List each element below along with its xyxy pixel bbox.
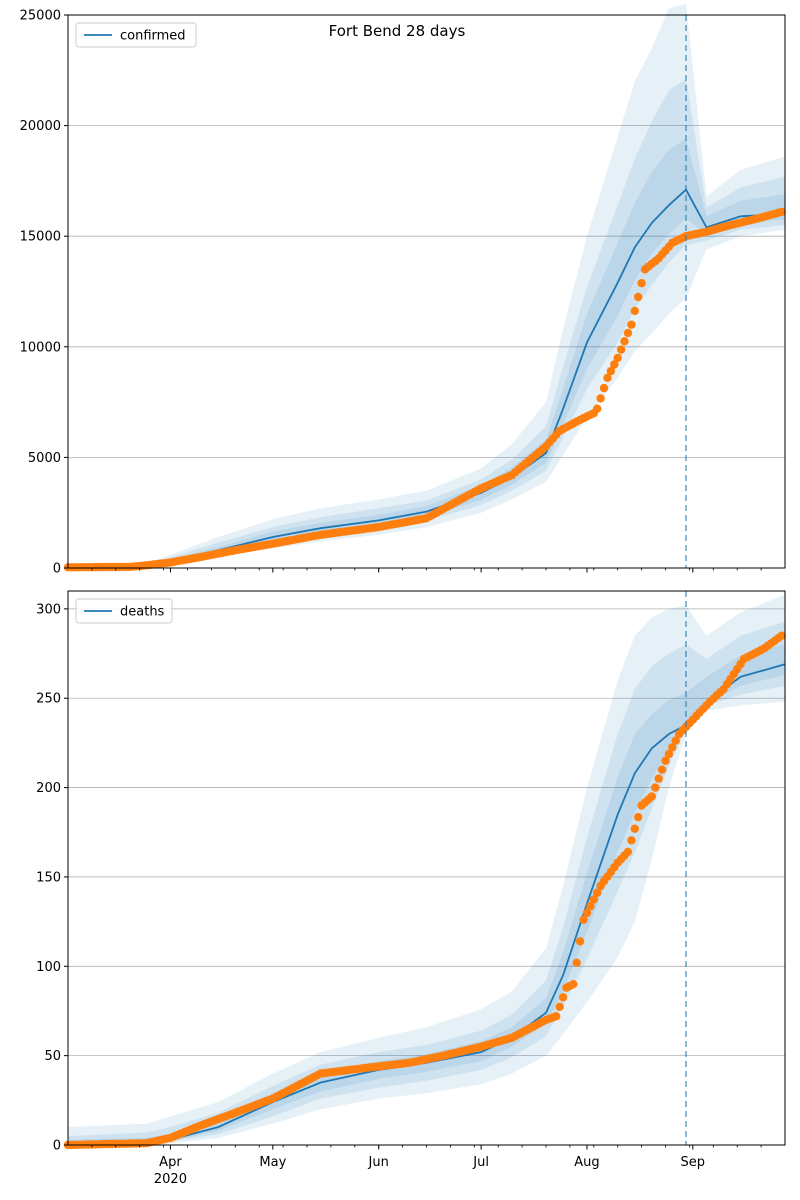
confirmed-legend-label: confirmed bbox=[120, 29, 186, 44]
confirmed-observed-point bbox=[634, 292, 643, 302]
deaths-ytick-label: 100 bbox=[36, 960, 61, 975]
deaths-observed-point bbox=[657, 765, 667, 774]
confirmed-observed-point bbox=[623, 328, 633, 338]
deaths-observed-point bbox=[661, 756, 670, 765]
deaths-ytick-label: 300 bbox=[36, 602, 61, 617]
confirmed-observed-point bbox=[630, 306, 639, 316]
xtick-sublabel: 2020 bbox=[154, 1172, 187, 1187]
xtick-label: Apr bbox=[159, 1155, 182, 1170]
deaths-uncertainty-band-2 bbox=[68, 621, 785, 1145]
deaths-observed-point bbox=[623, 847, 633, 857]
deaths-observed-point bbox=[572, 958, 581, 967]
confirmed-observed-point bbox=[599, 383, 609, 393]
figure-title: Fort Bend 28 days bbox=[329, 22, 466, 40]
deaths-observed-point bbox=[634, 812, 643, 822]
confirmed-model-line bbox=[67, 188, 786, 569]
confirmed-observed-point bbox=[777, 207, 786, 217]
deaths-observed-point bbox=[558, 993, 568, 1002]
confirmed-observed-point bbox=[613, 353, 622, 363]
deaths-observed-point bbox=[569, 980, 578, 989]
deaths-observed-point bbox=[777, 631, 786, 640]
xtick-label: Jun bbox=[368, 1155, 389, 1170]
deaths-observed-point bbox=[586, 902, 595, 911]
confirmed-observed-point bbox=[593, 404, 602, 413]
xtick-label: Sep bbox=[681, 1155, 706, 1170]
deaths-observed-point bbox=[575, 937, 585, 946]
xtick-label: May bbox=[259, 1155, 286, 1170]
confirmed-ytick-label: 10000 bbox=[20, 340, 61, 355]
confirmed-observed-point bbox=[610, 360, 619, 369]
confirmed-ytick-label: 0 bbox=[53, 562, 61, 577]
confirmed-ytick-label: 5000 bbox=[28, 451, 61, 466]
deaths-observed-point bbox=[589, 895, 598, 904]
deaths-observed-point bbox=[552, 1012, 561, 1021]
deaths-observed-point bbox=[593, 888, 602, 897]
deaths-ytick-label: 200 bbox=[36, 781, 61, 796]
confirmed-observed-point bbox=[637, 279, 646, 288]
deaths-observed-point bbox=[668, 743, 677, 752]
confirmed-observed-point bbox=[603, 373, 612, 382]
deaths-ytick-label: 150 bbox=[36, 870, 61, 885]
deaths-legend-box bbox=[75, 598, 173, 624]
confirmed-panel: 0 5000 10000 15000 20000 25000 confirmed bbox=[20, 3, 786, 577]
confirmed-ytick-label: 25000 bbox=[20, 9, 61, 24]
deaths-observed-point bbox=[555, 1002, 564, 1011]
deaths-ytick-label: 50 bbox=[44, 1049, 61, 1064]
deaths-observed-point bbox=[654, 774, 663, 783]
confirmed-legend-box bbox=[75, 22, 197, 48]
xtick-label: Jul bbox=[472, 1155, 489, 1170]
deaths-observed-point bbox=[630, 824, 639, 833]
xtick-label: Aug bbox=[574, 1155, 599, 1170]
deaths-observed-point bbox=[651, 783, 660, 792]
confirmed-observed-points bbox=[63, 207, 786, 572]
deaths-uncertainty-band-1 bbox=[68, 594, 785, 1145]
confirmed-ytick-label: 15000 bbox=[20, 230, 61, 245]
deaths-panel: 0 50 100 150 200 250 300 Apr 2020 May Jun Jul Aug Sep… bbox=[36, 590, 786, 1187]
deaths-observed-point bbox=[647, 792, 656, 801]
confirmed-observed-point bbox=[606, 366, 616, 376]
confirmed-observed-point bbox=[616, 345, 626, 354]
deaths-legend-label: deaths bbox=[120, 605, 165, 620]
confirmed-ytick-label: 20000 bbox=[20, 119, 61, 134]
deaths-ytick-label: 0 bbox=[53, 1139, 61, 1154]
confirmed-observed-point bbox=[620, 337, 629, 346]
deaths-uncertainty-band-3 bbox=[68, 644, 785, 1145]
deaths-observed-point bbox=[671, 736, 680, 745]
deaths-observed-point bbox=[627, 836, 636, 845]
deaths-ytick-label: 250 bbox=[36, 692, 61, 707]
confirmed-observed-point bbox=[627, 320, 636, 329]
deaths-observed-point bbox=[582, 908, 592, 918]
deaths-observed-point bbox=[664, 749, 674, 759]
deaths-observed-point bbox=[579, 915, 588, 924]
confirmed-observed-point bbox=[596, 394, 605, 403]
deaths-observed-points bbox=[63, 631, 786, 1150]
